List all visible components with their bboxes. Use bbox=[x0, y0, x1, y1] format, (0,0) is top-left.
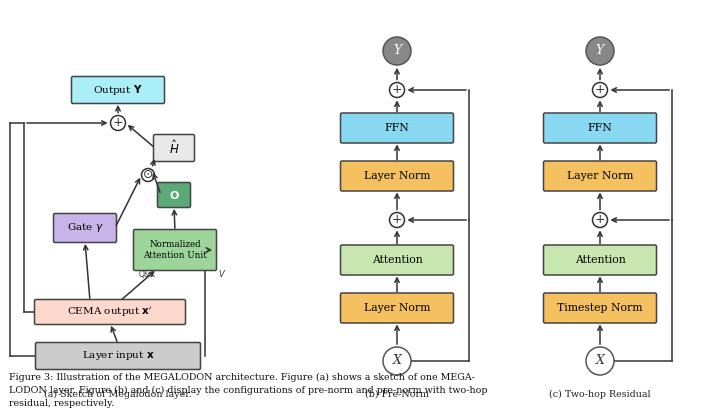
Text: Gate $\gamma$: Gate $\gamma$ bbox=[67, 222, 103, 235]
Text: Y: Y bbox=[596, 44, 604, 58]
Text: Timestep Norm: Timestep Norm bbox=[557, 303, 643, 313]
Text: FFN: FFN bbox=[588, 123, 612, 133]
Text: $\mathbf{O}$: $\mathbf{O}$ bbox=[168, 189, 180, 201]
Circle shape bbox=[110, 115, 125, 131]
Circle shape bbox=[593, 213, 607, 228]
Text: +: + bbox=[595, 213, 605, 226]
Text: Y: Y bbox=[393, 44, 401, 58]
Text: Normalized
Attention Unit: Normalized Attention Unit bbox=[143, 240, 207, 260]
Text: (c) Two-hop Residual: (c) Two-hop Residual bbox=[549, 390, 651, 399]
Circle shape bbox=[586, 37, 614, 65]
Text: +: + bbox=[595, 83, 605, 96]
Circle shape bbox=[586, 347, 614, 375]
FancyBboxPatch shape bbox=[543, 245, 657, 275]
FancyBboxPatch shape bbox=[341, 293, 453, 323]
FancyBboxPatch shape bbox=[153, 135, 195, 162]
Text: FFN: FFN bbox=[384, 123, 410, 133]
Circle shape bbox=[383, 37, 411, 65]
Text: Q&K: Q&K bbox=[139, 270, 155, 279]
FancyBboxPatch shape bbox=[158, 182, 190, 208]
FancyBboxPatch shape bbox=[543, 293, 657, 323]
Circle shape bbox=[390, 82, 405, 98]
FancyBboxPatch shape bbox=[36, 342, 200, 370]
Circle shape bbox=[390, 213, 405, 228]
Text: Layer Norm: Layer Norm bbox=[567, 171, 633, 181]
Text: Layer Norm: Layer Norm bbox=[364, 171, 430, 181]
Text: (a) Sketch of Megalodon layer.: (a) Sketch of Megalodon layer. bbox=[44, 390, 192, 399]
Text: +: + bbox=[392, 83, 402, 96]
Circle shape bbox=[593, 82, 607, 98]
Text: Output $\mathbf{Y}$: Output $\mathbf{Y}$ bbox=[93, 83, 142, 97]
FancyBboxPatch shape bbox=[341, 113, 453, 143]
Text: +: + bbox=[392, 213, 402, 226]
Text: Figure 3: Illustration of the MEGALODON architecture. Figure (a) shows a sketch : Figure 3: Illustration of the MEGALODON … bbox=[9, 373, 487, 408]
Text: X: X bbox=[392, 355, 402, 368]
FancyBboxPatch shape bbox=[34, 299, 185, 324]
Circle shape bbox=[383, 347, 411, 375]
Text: CEMA output $\mathbf{x}'$: CEMA output $\mathbf{x}'$ bbox=[67, 305, 153, 319]
FancyBboxPatch shape bbox=[54, 213, 117, 242]
FancyBboxPatch shape bbox=[543, 161, 657, 191]
Circle shape bbox=[142, 169, 155, 182]
Text: Layer Norm: Layer Norm bbox=[364, 303, 430, 313]
Text: $\hat{H}$: $\hat{H}$ bbox=[169, 139, 179, 157]
Text: Layer input $\mathbf{x}$: Layer input $\mathbf{x}$ bbox=[82, 350, 155, 362]
Text: V: V bbox=[218, 270, 223, 279]
Text: ⊙: ⊙ bbox=[142, 169, 153, 182]
FancyBboxPatch shape bbox=[341, 245, 453, 275]
FancyBboxPatch shape bbox=[133, 229, 216, 271]
Text: (b) Pre-Norm: (b) Pre-Norm bbox=[365, 390, 429, 399]
FancyBboxPatch shape bbox=[341, 161, 453, 191]
FancyBboxPatch shape bbox=[72, 77, 165, 104]
Text: Attention: Attention bbox=[575, 255, 625, 265]
Text: X: X bbox=[596, 355, 604, 368]
Text: +: + bbox=[112, 116, 123, 129]
Text: Attention: Attention bbox=[372, 255, 422, 265]
FancyBboxPatch shape bbox=[543, 113, 657, 143]
